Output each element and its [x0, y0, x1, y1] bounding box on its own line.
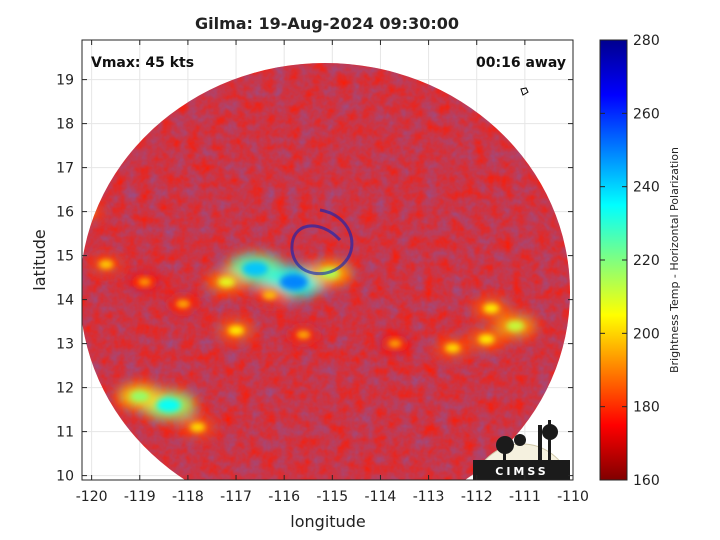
- y-tick-label: 16: [56, 205, 74, 221]
- time-away-label: 00:16 away: [476, 55, 566, 71]
- colorbar-tick-label: 180: [633, 400, 660, 416]
- convective-core: [279, 274, 308, 290]
- cimss-logo: CIMSS: [473, 420, 571, 481]
- x-tick-label: -112: [461, 489, 493, 505]
- convective-core: [189, 422, 206, 432]
- colorbar-label: Brightness Temp - Horizontal Polarizatio…: [668, 147, 681, 373]
- x-axis-label: longitude: [290, 512, 365, 531]
- x-tick-label: -118: [172, 489, 204, 505]
- convective-core: [98, 259, 114, 269]
- convective-core: [478, 334, 495, 344]
- convective-core: [444, 343, 461, 353]
- y-tick-label: 14: [56, 293, 74, 309]
- y-axis-ticks: 10 11 12 13 14 15 16 17 18 19: [56, 73, 573, 485]
- convective-core: [156, 398, 181, 413]
- microwave-swath: [82, 63, 570, 480]
- convective-cores: [82, 207, 525, 432]
- convective-core: [296, 330, 311, 340]
- y-tick-label: 10: [56, 469, 74, 485]
- colorbar-tick-label: 200: [633, 326, 660, 342]
- y-tick-label: 13: [56, 337, 74, 353]
- convective-core: [262, 290, 277, 300]
- convective-core: [129, 390, 150, 403]
- cimss-logo-text: CIMSS: [495, 465, 548, 478]
- convective-core: [483, 303, 500, 314]
- y-tick-label: 17: [56, 161, 74, 177]
- colorbar-tick-label: 240: [633, 180, 660, 196]
- convective-core: [137, 277, 152, 287]
- chart-title: Gilma: 19-Aug-2024 09:30:00: [195, 14, 459, 33]
- x-tick-label: -111: [509, 489, 541, 505]
- x-tick-label: -113: [413, 489, 445, 505]
- y-tick-label: 11: [56, 425, 74, 441]
- y-tick-label: 19: [56, 73, 74, 89]
- colorbar-tick-label: 160: [633, 473, 660, 489]
- colorbar-ticks: 160 180 200 220 240 260 280: [600, 33, 660, 489]
- convective-core: [506, 320, 525, 332]
- x-tick-label: -116: [268, 489, 300, 505]
- convective-core: [242, 261, 269, 277]
- x-tick-label: -110: [557, 489, 589, 505]
- convective-core: [176, 299, 190, 309]
- y-axis-label: latitude: [30, 229, 49, 290]
- y-tick-label: 15: [56, 249, 74, 265]
- x-tick-label: -120: [76, 489, 108, 505]
- colorbar-tick-label: 260: [633, 106, 660, 122]
- colorbar-tick-label: 280: [633, 33, 660, 49]
- axes-frame: [81, 39, 574, 481]
- x-tick-label: -114: [365, 489, 397, 505]
- y-tick-label: 18: [56, 117, 74, 133]
- y-tick-label: 12: [56, 381, 74, 397]
- island-outline: [520, 87, 529, 96]
- convective-core: [217, 276, 235, 288]
- x-tick-label: -115: [316, 489, 348, 505]
- convective-core: [388, 339, 402, 348]
- colorbar-tick-label: 220: [633, 253, 660, 269]
- x-tick-label: -117: [220, 489, 252, 505]
- eye-spiral: [290, 208, 354, 276]
- convective-core: [228, 325, 244, 336]
- vmax-label: Vmax: 45 kts: [91, 55, 194, 71]
- x-tick-label: -119: [124, 489, 156, 505]
- x-axis-ticks: -120 -119 -118 -117 -116 -115 -114 -113 -112 -111…: [76, 40, 589, 505]
